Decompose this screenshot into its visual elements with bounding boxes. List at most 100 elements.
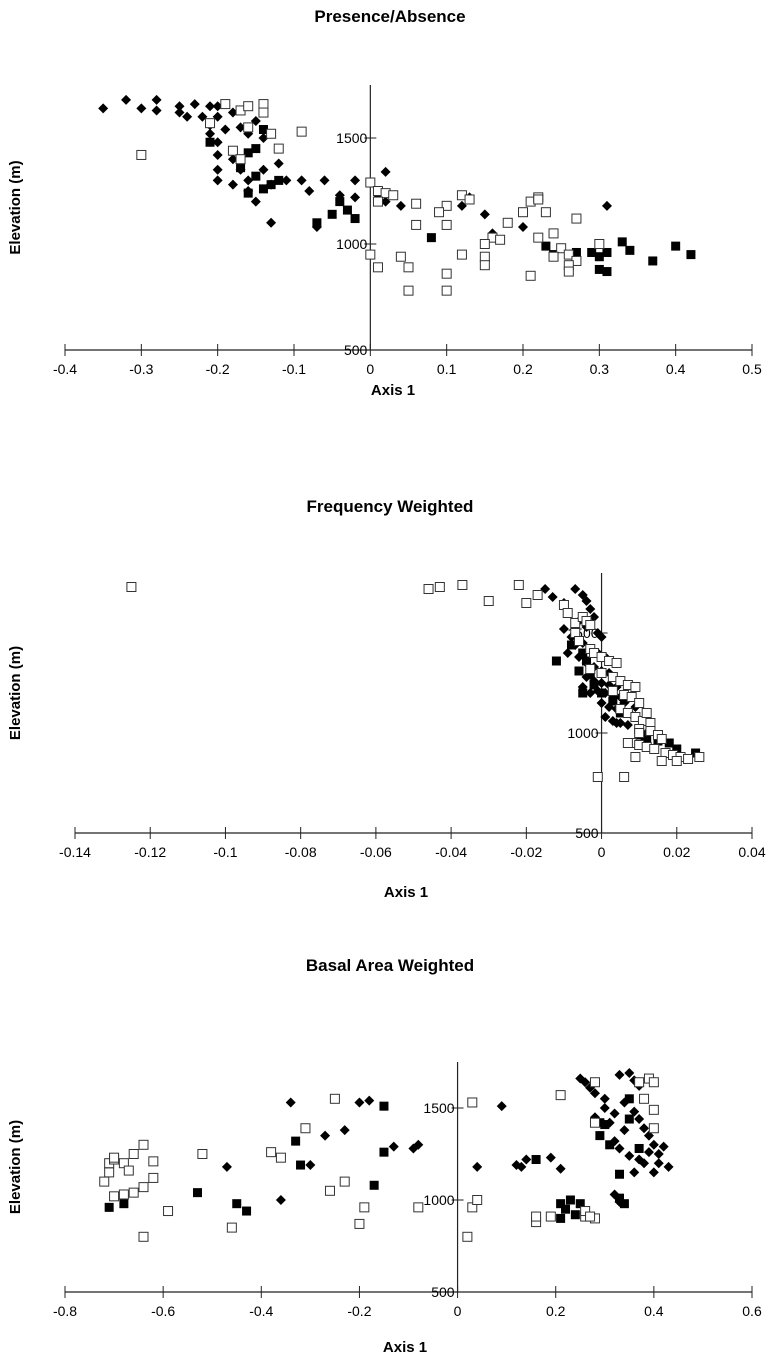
data-point-diamond [648, 1167, 659, 1178]
data-point-open-square [365, 249, 376, 260]
data-point-open-square [300, 1123, 311, 1134]
data-point-diamond [643, 1130, 654, 1141]
data-point-open-square [639, 1093, 650, 1104]
data-point-diamond [653, 1149, 664, 1159]
data-point-diamond [545, 1152, 556, 1163]
data-point-open-square [354, 1218, 365, 1229]
data-point-filled-square [243, 148, 253, 158]
data-point-open-square [525, 270, 536, 281]
data-point-open-square [434, 207, 445, 218]
data-point-diamond [364, 1095, 375, 1106]
data-point-open-square [630, 752, 641, 762]
data-point-open-square [258, 99, 269, 110]
data-point-open-square [258, 107, 269, 118]
x-tick-label: -0.4 [53, 361, 77, 377]
y-axis-label: Elevation (m) [7, 160, 24, 254]
data-point-open-square [518, 207, 528, 218]
data-point-open-square [266, 128, 277, 139]
data-point-open-square [683, 754, 694, 764]
data-point-open-square [585, 620, 596, 630]
data-point-diamond [266, 217, 277, 228]
data-point-filled-square [192, 1188, 202, 1198]
data-point-filled-square [251, 144, 261, 154]
chart-title: Presence/Absence [314, 7, 465, 26]
y-tick-label: 500 [431, 1284, 455, 1300]
data-point-open-square [441, 285, 452, 296]
data-point-diamond [227, 107, 238, 118]
data-point-filled-square [266, 180, 276, 190]
x-tick-label: 0.3 [590, 361, 610, 377]
data-point-filled-square [625, 245, 635, 255]
data-point-open-square [648, 1123, 659, 1134]
data-point-diamond [629, 1167, 640, 1178]
data-point-open-square [619, 772, 630, 782]
data-point-diamond [555, 1163, 566, 1174]
data-point-filled-square [634, 1143, 644, 1153]
x-tick-label: -0.1 [282, 361, 306, 377]
data-point-filled-square [615, 1169, 625, 1179]
data-point-open-square [571, 213, 582, 224]
x-tick-label: 0.4 [644, 1303, 664, 1319]
data-point-filled-square [624, 1114, 634, 1124]
data-point-diamond [614, 1069, 625, 1080]
chart-svg-basal-area-weighted: Basal Area Weighted -0.8 -0.6 -0.4 -0.2 0 0.2 0… [7, 956, 762, 1356]
data-point-open-square [548, 251, 559, 262]
data-point-diamond [350, 192, 361, 203]
data-point-open-square [694, 752, 705, 762]
data-point-open-square [479, 239, 490, 249]
data-point-diamond [395, 200, 406, 211]
data-point-diamond [258, 133, 269, 143]
data-point-diamond [339, 1125, 350, 1136]
data-point-filled-square [602, 247, 612, 257]
data-point-diamond [663, 1161, 674, 1172]
data-point-diamond [136, 103, 147, 114]
data-point-open-square [573, 636, 584, 646]
data-point-open-square [403, 262, 414, 273]
data-point-diamond [516, 1161, 527, 1172]
data-point-open-square [513, 580, 524, 590]
data-point-diamond [540, 584, 551, 594]
data-point-filled-square [602, 267, 612, 277]
data-point-diamond [648, 1139, 659, 1150]
data-point-open-square [562, 608, 573, 618]
data-point-open-square [138, 1182, 149, 1193]
data-point-diamond [596, 698, 607, 708]
data-point-filled-square [672, 744, 682, 754]
data-point-open-square [532, 590, 543, 600]
x-tick-label: -0.08 [285, 844, 317, 860]
series-square-open [126, 580, 705, 782]
data-point-diamond [580, 1077, 591, 1088]
data-point-open-square [118, 1189, 129, 1200]
chart-title: Frequency Weighted [307, 497, 474, 516]
data-point-open-square [411, 219, 422, 230]
x-tick-label: 0.2 [513, 361, 533, 377]
data-point-open-square [622, 738, 633, 748]
data-point-diamond [151, 105, 162, 116]
x-tick-label: 0 [598, 844, 606, 860]
data-point-diamond [609, 1108, 620, 1119]
data-point-filled-square [615, 1193, 625, 1203]
data-point-open-square [533, 194, 544, 205]
data-point-diamond [518, 222, 528, 233]
data-point-filled-square [574, 666, 584, 676]
x-axis-label: Axis 1 [383, 1339, 427, 1356]
data-point-open-square [585, 664, 596, 674]
data-point-filled-square [556, 1199, 566, 1209]
data-point-open-square [413, 1202, 424, 1213]
data-point-open-square [339, 1176, 350, 1187]
data-point-filled-square [551, 656, 561, 666]
data-point-filled-square [587, 247, 597, 257]
data-point-filled-square [369, 1180, 379, 1190]
data-point-diamond [197, 111, 208, 122]
data-point-filled-square [379, 1101, 389, 1111]
data-point-filled-square [556, 1213, 566, 1223]
data-point-filled-square [565, 1195, 575, 1205]
data-point-filled-square [561, 1204, 571, 1214]
x-tick-label: -0.14 [59, 844, 91, 860]
data-point-diamond [212, 164, 223, 175]
data-point-open-square [630, 682, 641, 692]
data-point-open-square [359, 1202, 370, 1213]
data-point-diamond [235, 122, 246, 133]
data-point-diamond [205, 128, 216, 139]
data-point-open-square [656, 756, 667, 766]
